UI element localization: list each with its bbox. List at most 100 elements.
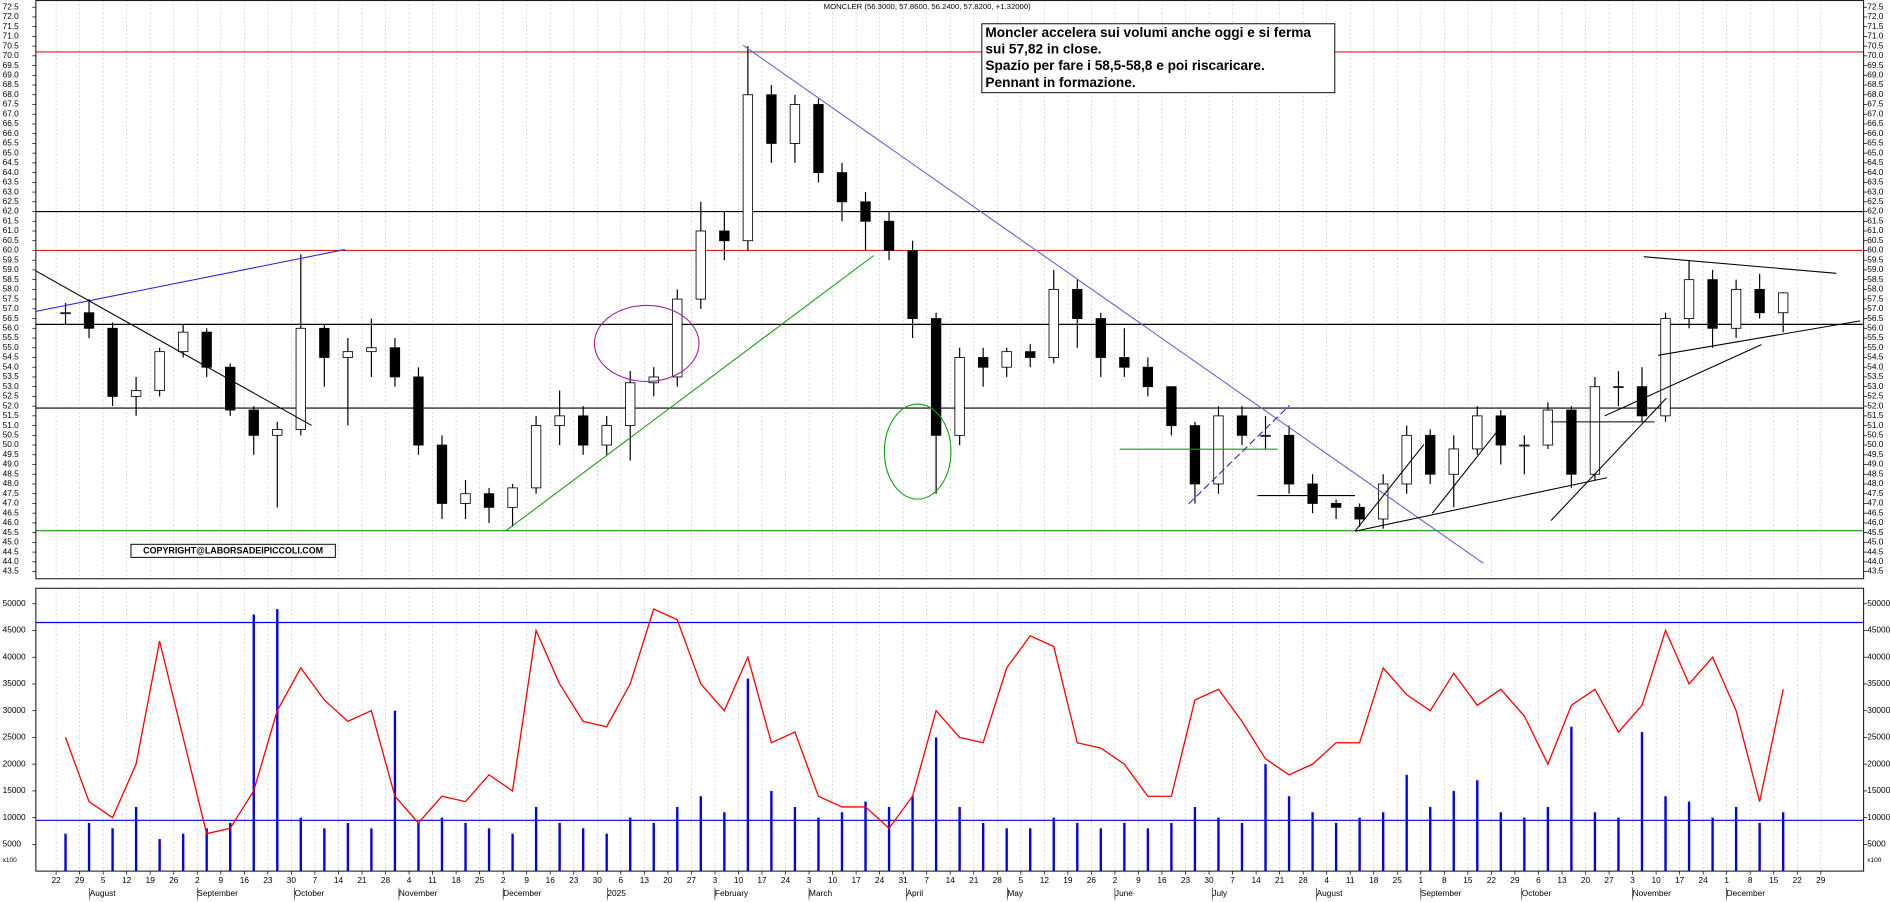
y-tick-label: 50.0 xyxy=(1867,439,1884,449)
y-tick-label: 70.0 xyxy=(3,50,20,60)
y-tick-label: 54.5 xyxy=(3,352,20,362)
candle-body xyxy=(1001,351,1012,368)
volume-bar xyxy=(1099,828,1103,872)
x-tick-label: 16 xyxy=(240,875,250,885)
candle-body xyxy=(1283,434,1295,485)
x-tick-label: 12 xyxy=(122,875,132,885)
x-tick-label: 10 xyxy=(1651,875,1661,885)
y-tick-label: 57.0 xyxy=(1867,303,1884,313)
volume-bar xyxy=(87,822,91,872)
x-tick-label: 9 xyxy=(218,875,223,885)
volume-bar xyxy=(1405,774,1408,872)
y-tick-label: 57.0 xyxy=(3,303,20,313)
y-tick-label: 60.0 xyxy=(3,245,20,255)
candle-body xyxy=(1754,288,1765,314)
y-tick-label: 72.5 xyxy=(1867,1,1884,11)
volume-bar xyxy=(817,817,820,872)
y-tick-label: 70.0 xyxy=(1867,50,1884,60)
volume-bar xyxy=(676,806,679,872)
x-tick-label: 5 xyxy=(101,875,106,885)
x-tick-label: 24 xyxy=(875,875,885,885)
y-tick-label: 49.5 xyxy=(1867,449,1884,459)
volume-bar xyxy=(1123,822,1126,872)
volume-bar xyxy=(511,833,514,872)
y-tick-label: 66.0 xyxy=(3,128,20,138)
volume-bar xyxy=(1005,828,1008,872)
y-tick-label: 35000 xyxy=(3,678,26,688)
y-tick-label: 46.5 xyxy=(1867,507,1884,517)
x-tick-label: 16 xyxy=(546,875,556,885)
volume-bar xyxy=(1476,780,1479,872)
annotation-line: Spazio per fare i 58,5-58,8 e poi riscar… xyxy=(985,58,1264,73)
y-tick-label: 65.0 xyxy=(1867,147,1884,157)
month-label: October xyxy=(295,888,325,898)
y-tick-label: 52.0 xyxy=(3,400,20,410)
candle-body xyxy=(813,104,824,174)
y-tick-label: 56.5 xyxy=(3,313,20,323)
month-label: December xyxy=(1727,888,1766,898)
volume-unit: x100 xyxy=(1867,857,1882,864)
candle-body xyxy=(1566,409,1577,475)
y-tick-label: 67.0 xyxy=(1867,108,1884,118)
x-tick-label: 23 xyxy=(569,875,579,885)
trend-line xyxy=(35,249,345,312)
y-tick-label: 60.5 xyxy=(3,235,20,245)
y-tick-label: 71.5 xyxy=(3,21,20,31)
volume-frame xyxy=(35,587,1865,872)
y-tick-label: 69.0 xyxy=(1867,69,1884,79)
candle-body xyxy=(460,493,471,504)
x-tick-label: 14 xyxy=(1251,875,1261,885)
x-tick-label: 27 xyxy=(687,875,697,885)
y-tick-label: 5000 xyxy=(1867,839,1886,849)
candle-body xyxy=(554,415,565,427)
candle-body xyxy=(930,318,942,436)
volume-bar xyxy=(1170,822,1173,872)
candle-body xyxy=(1707,279,1718,329)
y-tick-label: 68.0 xyxy=(1867,89,1884,99)
y-tick-label: 43.5 xyxy=(3,566,20,576)
y-tick-label: 61.0 xyxy=(1867,225,1884,235)
candle-body xyxy=(1307,483,1318,504)
highlight-ellipse xyxy=(593,304,700,383)
y-tick-label: 66.5 xyxy=(1867,118,1884,128)
month-label: September xyxy=(1421,888,1462,898)
y-tick-label: 65.5 xyxy=(3,138,20,148)
y-tick-label: 48.0 xyxy=(3,478,20,488)
x-tick-label: 22 xyxy=(1793,875,1803,885)
x-tick-label: 8 xyxy=(1442,875,1447,885)
y-tick-label: 59.0 xyxy=(3,264,20,274)
candle-body xyxy=(719,230,730,242)
month-label: 2025 xyxy=(607,888,626,898)
y-tick-label: 53.0 xyxy=(3,381,20,391)
volume-bar xyxy=(229,822,232,872)
x-tick-label: 28 xyxy=(1299,875,1309,885)
y-tick-label: 54.0 xyxy=(3,361,20,371)
candle-body xyxy=(319,327,330,358)
y-tick-label: 10000 xyxy=(3,812,26,822)
volume-bar xyxy=(1146,828,1150,872)
candle-body xyxy=(836,172,848,203)
y-tick-label: 49.5 xyxy=(3,449,20,459)
volume-bar xyxy=(1499,812,1503,872)
volume-bar xyxy=(934,737,938,872)
y-tick-label: 20000 xyxy=(3,758,26,768)
x-tick-label: 28 xyxy=(381,875,391,885)
candle-body xyxy=(625,382,636,427)
x-tick-label: 26 xyxy=(1087,875,1097,885)
y-tick-label: 71.5 xyxy=(1867,21,1884,31)
y-tick-label: 15000 xyxy=(1867,785,1890,795)
y-tick-label: 56.0 xyxy=(3,322,20,332)
y-tick-label: 69.0 xyxy=(3,69,20,79)
volume-bar xyxy=(864,801,867,872)
y-tick-label: 63.0 xyxy=(1867,186,1884,196)
y-tick-label: 53.0 xyxy=(1867,381,1884,391)
x-tick-label: 31 xyxy=(899,875,909,885)
x-tick-label: 2 xyxy=(1113,875,1118,885)
volume-bar xyxy=(346,822,350,872)
candle-body xyxy=(413,376,424,446)
y-tick-label: 69.5 xyxy=(1867,60,1884,70)
x-tick-label: 7 xyxy=(924,875,929,885)
y-tick-label: 58.5 xyxy=(1867,274,1884,284)
